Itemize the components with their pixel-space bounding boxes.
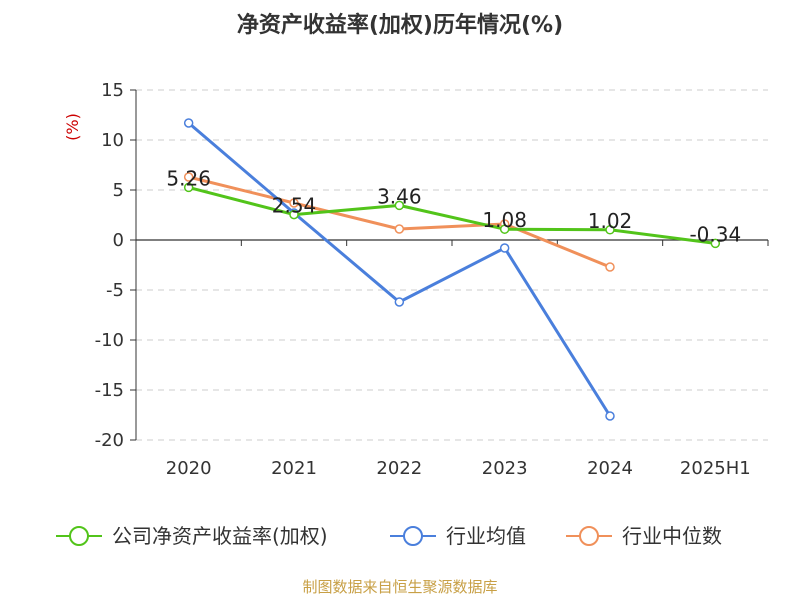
data-point[interactable] <box>605 262 615 272</box>
x-tick-label: 2022 <box>376 458 422 479</box>
x-tick-label: 2024 <box>587 458 633 479</box>
data-point[interactable] <box>183 172 194 182</box>
y-tick-label: -20 <box>95 430 124 451</box>
data-point[interactable] <box>183 118 194 128</box>
data-point[interactable] <box>289 209 299 220</box>
legend[interactable]: 公司净资产收益率(加权) 行业均值 行业中位数 <box>56 524 722 548</box>
series-line-1 <box>187 121 612 417</box>
data-point[interactable] <box>605 225 615 235</box>
legend-label: 行业中位数 <box>622 524 722 548</box>
data-label: 1.02 <box>588 209 633 233</box>
y-tick-label: -5 <box>106 280 124 301</box>
data-label: 2.54 <box>272 194 317 218</box>
x-tick-label: 2023 <box>482 458 528 479</box>
y-tick-label: -10 <box>95 330 124 351</box>
x-tick-label: 2020 <box>166 458 212 479</box>
legend-item-2[interactable]: 行业中位数 <box>566 524 722 548</box>
data-label: 5.26 <box>166 166 211 190</box>
y-tick-label: 10 <box>101 130 124 151</box>
legend-marker <box>579 526 599 546</box>
data-labels: 5.26 2.54 3.46 1.08 1.02 -0.34 <box>166 166 741 246</box>
legend-item-0[interactable]: 公司净资产收益率(加权) <box>56 524 328 548</box>
data-point[interactable] <box>289 198 299 208</box>
legend-label: 行业均值 <box>446 524 526 548</box>
data-point[interactable] <box>183 182 194 193</box>
data-label: -0.34 <box>689 222 741 246</box>
y-axis-label: (%) <box>63 113 82 141</box>
legend-label: 公司净资产收益率(加权) <box>112 524 328 548</box>
x-tick-label: 2025H1 <box>680 458 751 479</box>
data-point[interactable] <box>499 243 510 253</box>
series-line-0 <box>188 185 716 245</box>
legend-marker <box>403 526 423 546</box>
y-tick-label: -15 <box>95 380 124 401</box>
x-tick-label: 2021 <box>271 458 317 479</box>
data-point[interactable] <box>499 224 510 234</box>
data-point[interactable] <box>605 411 615 421</box>
data-point[interactable] <box>394 200 405 211</box>
data-point[interactable] <box>394 297 405 307</box>
legend-marker <box>69 526 89 546</box>
data-label: 3.46 <box>377 184 422 208</box>
y-tick-label: 15 <box>101 80 124 101</box>
chart-title: 净资产收益率(加权)历年情况(%) <box>237 12 563 38</box>
y-tick-label: 5 <box>113 180 124 201</box>
legend-item-1[interactable]: 行业均值 <box>390 524 526 548</box>
source-note: 制图数据来自恒生聚源数据库 <box>302 578 497 596</box>
axes: 15 10 5 0 -5 -10 -15 -20 2020 2021 2022 2023 2024 202… <box>95 80 769 479</box>
data-point[interactable] <box>394 224 405 234</box>
grid <box>136 89 768 441</box>
series-lines <box>183 118 721 421</box>
data-point[interactable] <box>710 238 721 249</box>
y-tick-label: 0 <box>113 230 124 251</box>
data-label: 1.08 <box>482 208 527 232</box>
